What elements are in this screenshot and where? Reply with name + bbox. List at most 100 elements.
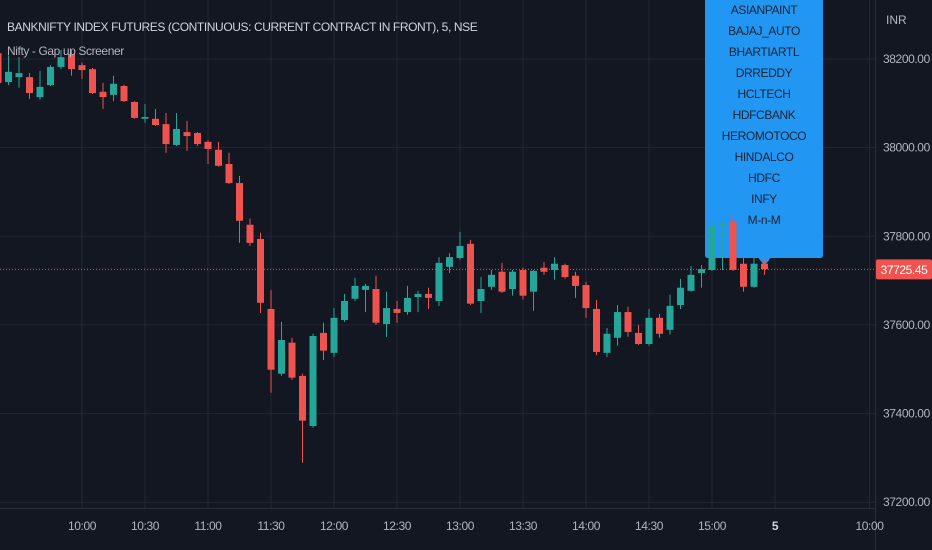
candle-down — [299, 375, 306, 421]
candle-up — [666, 305, 674, 330]
candle-down — [467, 243, 474, 304]
candle-up — [677, 287, 684, 305]
time-tick-label: 5 — [772, 519, 779, 533]
candle-up — [509, 271, 516, 290]
price-tick-label: 37600.00 — [883, 318, 931, 332]
candle-down — [152, 118, 159, 126]
candle-down — [656, 317, 663, 334]
candle-down — [89, 69, 96, 94]
candle-up — [36, 86, 44, 98]
price-tick-label: 38000.00 — [883, 141, 931, 155]
time-tick-label: 10:00 — [68, 519, 97, 533]
candle-down — [236, 183, 243, 221]
candle-down — [740, 263, 747, 287]
candle-down — [761, 263, 768, 270]
time-tick-label: 12:30 — [383, 519, 412, 533]
screener-label-item: BAJAJ_AUTO — [728, 24, 800, 38]
time-axis[interactable] — [0, 508, 875, 550]
screener-label-item: M-n-M — [748, 213, 781, 227]
candle-down — [131, 101, 138, 118]
candle-up — [477, 289, 485, 301]
candle-up — [330, 317, 338, 353]
candle-down — [572, 275, 579, 286]
candle-down — [372, 289, 380, 323]
candle-down — [582, 285, 590, 309]
price-tick-label: 37400.00 — [883, 407, 931, 421]
candle-down — [593, 308, 600, 352]
candle-up — [309, 336, 317, 426]
candle-up — [750, 263, 758, 287]
candle-up — [5, 71, 12, 83]
candle-down — [540, 267, 548, 272]
candle-down — [393, 308, 401, 313]
screener-label-item: HINDALCO — [735, 150, 794, 164]
candle-down — [561, 265, 569, 278]
candle-down — [246, 224, 254, 243]
candle-down — [267, 308, 275, 370]
candle-down — [729, 222, 737, 270]
candle-up — [414, 293, 422, 297]
candle-up — [530, 270, 537, 292]
candle-up — [435, 262, 443, 301]
time-tick-label: 11:00 — [194, 519, 222, 533]
candle-down — [624, 312, 632, 333]
candle-up — [603, 333, 611, 353]
candle-up — [488, 274, 495, 287]
time-tick-label: 14:30 — [635, 519, 664, 533]
candle-down — [68, 54, 75, 70]
time-tick-label: 13:30 — [509, 519, 538, 533]
screener-label-item: ASIANPAINT — [731, 3, 799, 17]
screener-label-item: DRREDDY — [736, 66, 793, 80]
candle-down — [204, 141, 212, 149]
candle-up — [341, 300, 348, 321]
time-tick-label: 12:00 — [320, 519, 349, 533]
screener-label-item: HCLTECH — [738, 87, 791, 101]
candle-up — [278, 339, 285, 374]
candle-down — [498, 271, 506, 292]
time-tick-label: 10:30 — [131, 519, 160, 533]
candle-down — [0, 53, 2, 83]
candle-down — [635, 332, 642, 344]
candle-up — [173, 128, 180, 145]
price-tick-label: 37200.00 — [883, 495, 931, 509]
candle-up — [614, 312, 621, 338]
time-tick-label: 14:00 — [572, 519, 601, 533]
candle-down — [194, 132, 201, 145]
candle-down — [215, 149, 222, 166]
time-tick-label: 15:00 — [698, 519, 727, 533]
candle-up — [708, 226, 716, 270]
candle-down — [26, 77, 33, 94]
candle-down — [320, 332, 327, 351]
last-price-label: 37725.45 — [881, 263, 929, 277]
candle-down — [183, 132, 191, 137]
candle-down — [162, 124, 170, 145]
candle-up — [687, 274, 695, 291]
candle-down — [78, 65, 86, 71]
candle-up — [141, 117, 149, 119]
candle-down — [120, 85, 128, 102]
candle-down — [288, 342, 296, 378]
candle-up — [351, 285, 359, 299]
candle-up — [551, 263, 558, 270]
screener-label-box — [705, 0, 823, 266]
last-price-tag — [876, 259, 932, 280]
currency-label: INR — [886, 13, 907, 27]
candle-down — [257, 238, 264, 303]
candle-up — [719, 223, 726, 225]
candle-up — [362, 285, 369, 290]
candle-up — [383, 308, 390, 325]
price-tick-label: 38200.00 — [883, 52, 931, 66]
screener-label-item: HDFC — [748, 171, 780, 185]
candle-down — [99, 91, 107, 98]
screener-label-item: INFY — [751, 192, 777, 206]
candle-up — [456, 246, 464, 258]
candle-up — [47, 66, 54, 86]
candle-up — [404, 297, 411, 313]
candle-down — [225, 164, 233, 184]
time-tick-label: 10:00 — [855, 519, 884, 533]
candle-up — [15, 73, 23, 78]
symbol-title[interactable]: BANKNIFTY INDEX FUTURES (CONTINUOUS: CUR… — [7, 20, 478, 34]
time-tick-label: 11:30 — [257, 519, 285, 533]
indicator-name[interactable]: Nifty - Gap up Screener — [7, 44, 124, 58]
